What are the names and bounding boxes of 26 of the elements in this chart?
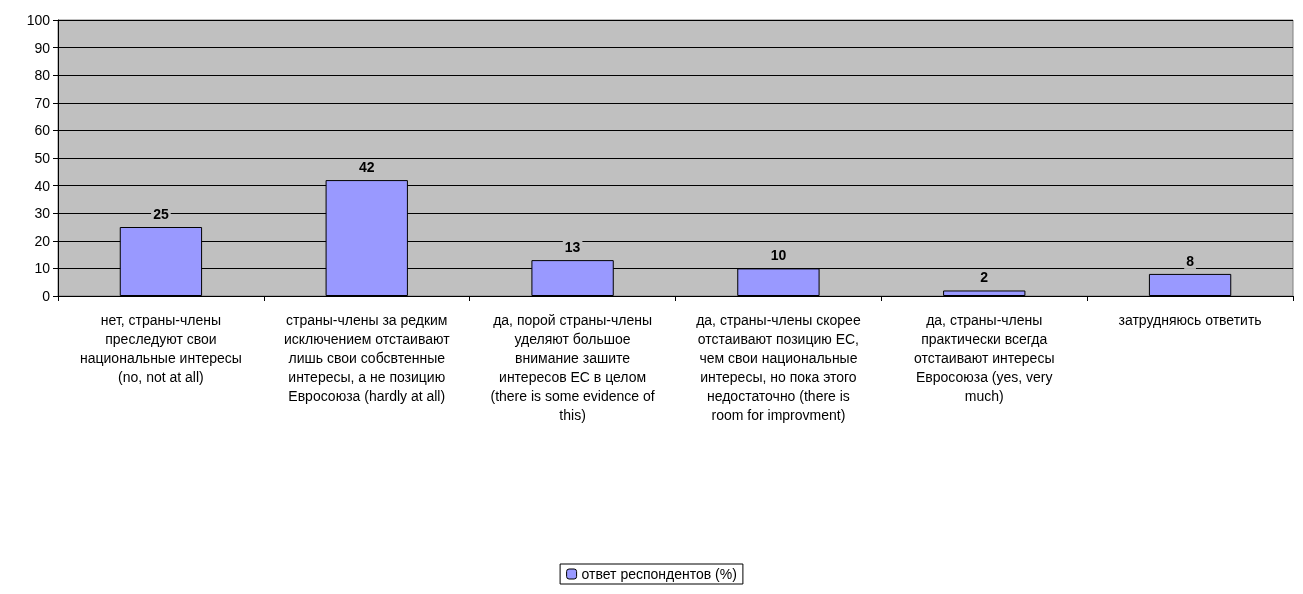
data-label: 8: [1186, 252, 1195, 269]
y-tick-label: 90: [34, 39, 51, 56]
data-label: 2: [980, 269, 989, 286]
y-tick-label: 60: [34, 122, 51, 139]
x-tick-label: да, страны-члены практически всегда отстаивают интересы Евросоюза (yes, very much): [914, 311, 1055, 404]
x-tick-label: да, страны-члены скорее отстаивают позицию ЕС, чем свои национальные интересы, но пока этого недостаточно (there is room for improvment): [696, 311, 861, 423]
legend-label: ответ респондентов (%): [581, 566, 737, 582]
y-tick-label: 80: [34, 67, 51, 84]
y-tick-label: 20: [34, 232, 51, 249]
y-tick-label: 40: [34, 177, 51, 194]
y-tick-label: 50: [34, 150, 51, 166]
data-label: 42: [358, 159, 375, 176]
x-tick-label: нет, страны-члены преследуют свои национальные интересы (no, not at all): [80, 311, 242, 385]
y-tick-label: 100: [26, 12, 51, 28]
x-tick-label: затрудняюсь ответить: [1118, 311, 1262, 328]
y-tick-label: 10: [34, 260, 51, 277]
x-tick-label: страны-члены за редким исключением отстаивают лишь свои собсвтенные интересы, а не позицию Евросоюза (hardly at all): [283, 311, 451, 404]
bar: [1148, 273, 1232, 296]
data-label: 10: [770, 247, 787, 264]
data-label: 13: [564, 239, 581, 256]
x-tick-label: да, порой страны-члены уделяют большое внимание зашите интересов ЕС в целом (there is some evidence of this): [490, 311, 655, 423]
y-tick-label: 0: [42, 288, 51, 304]
bar: [943, 290, 1026, 296]
y-tick-label: 70: [34, 94, 51, 111]
data-label: 25: [153, 206, 169, 222]
y-tick-label: 30: [34, 205, 51, 222]
